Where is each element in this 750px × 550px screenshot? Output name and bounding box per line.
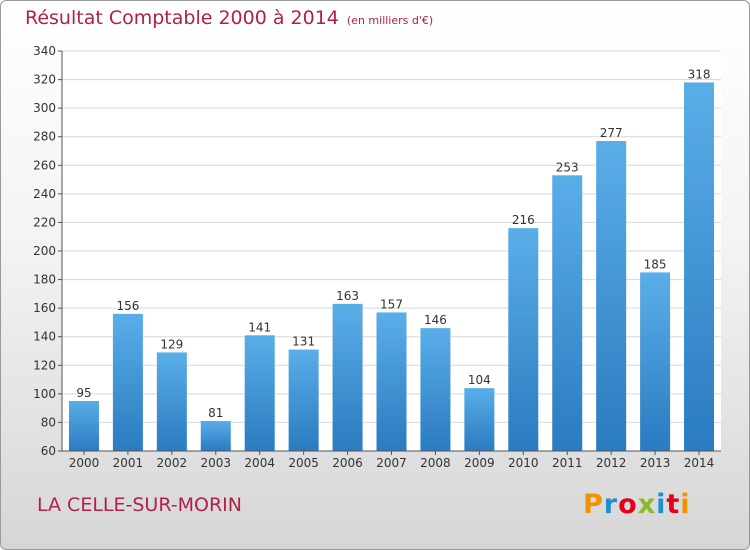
y-axis: 60 80 100 120 140 160 180 200 220 240 260 280 300 320… [33, 44, 63, 458]
title-row: Résultat Comptable 2000 à 2014 (en millie… [25, 7, 433, 29]
bar-value-label: 253 [556, 160, 579, 174]
bars: 95 156 129 81 141 131 163 157 146 104 216 253 277 185… [68, 67, 715, 452]
y-tick-label: 320 [33, 73, 56, 87]
bar-value-label: 131 [292, 335, 315, 349]
y-tick-label: 80 [41, 415, 56, 429]
bar-2013 [640, 272, 671, 451]
x-tick-label: 2011 [552, 456, 583, 470]
y-tick-label: 120 [33, 358, 56, 372]
bar-value-label: 95 [76, 386, 91, 400]
bar-value-label: 156 [116, 299, 139, 313]
x-tick-label: 2004 [244, 456, 275, 470]
logo-letter: r [603, 489, 619, 520]
bar-2012 [596, 141, 627, 451]
bar-2005 [288, 349, 319, 451]
bar-2003 [200, 421, 231, 451]
bar-value-label: 146 [424, 313, 447, 327]
y-tick-label: 240 [33, 187, 56, 201]
y-tick-label: 220 [33, 215, 56, 229]
y-tick-label: 280 [33, 130, 56, 144]
bar-value-label: 163 [336, 289, 359, 303]
bar-2002 [156, 352, 187, 451]
bar-value-label: 185 [644, 257, 667, 271]
bar-2001 [112, 313, 143, 451]
x-tick-label: 2005 [288, 456, 319, 470]
bar-2010 [508, 228, 539, 451]
bar-value-label: 104 [468, 373, 491, 387]
bar-value-label: 318 [688, 67, 711, 81]
bar-2014 [684, 82, 715, 451]
bar-value-label: 141 [248, 320, 271, 334]
chart-title: Résultat Comptable 2000 à 2014 [25, 7, 339, 29]
x-tick-label: 2006 [332, 456, 363, 470]
bar-2000 [68, 401, 99, 451]
y-tick-label: 140 [33, 330, 56, 344]
y-tick-label: 100 [33, 387, 56, 401]
y-tick-label: 200 [33, 244, 56, 258]
logo-letter: x [637, 489, 657, 520]
bar-2008 [420, 328, 451, 451]
logo-letter: t [666, 489, 681, 520]
y-tick-label: 300 [33, 101, 56, 115]
bar-2009 [464, 388, 495, 451]
y-tick-label: 60 [41, 444, 56, 458]
chart-subtitle: (en milliers d'€) [346, 14, 434, 27]
y-tick-label: 160 [33, 301, 56, 315]
bar-2007 [376, 312, 407, 451]
x-tick-label: 2000 [69, 456, 100, 470]
x-tick-label: 2013 [640, 456, 671, 470]
x-tick-label: 2001 [113, 456, 144, 470]
bar-value-label: 81 [208, 406, 223, 420]
logo-letter: i [656, 489, 667, 520]
logo-letter: P [583, 489, 604, 520]
proxiti-logo[interactable]: Proxiti [583, 489, 691, 520]
logo-letter: i [680, 489, 691, 520]
bar-2006 [332, 303, 363, 451]
x-tick-label: 2014 [684, 456, 715, 470]
bar-2004 [244, 335, 275, 451]
y-tick-label: 260 [33, 158, 56, 172]
x-tick-label: 2007 [376, 456, 407, 470]
x-tick-label: 2008 [420, 456, 451, 470]
x-axis: 2000 2001 2002 2003 2004 2005 2006 2007 2008 2009… [62, 450, 721, 470]
x-tick-label: 2009 [464, 456, 495, 470]
logo-letter: o [618, 489, 638, 520]
commune-name: LA CELLE-SUR-MORIN [37, 494, 242, 516]
bar-value-label: 129 [160, 337, 183, 351]
x-tick-label: 2002 [157, 456, 188, 470]
bar-value-label: 216 [512, 213, 535, 227]
bar-value-label: 157 [380, 297, 403, 311]
y-tick-label: 180 [33, 273, 56, 287]
y-tick-label: 340 [33, 44, 56, 58]
bar-2011 [552, 175, 583, 452]
x-tick-label: 2003 [200, 456, 231, 470]
x-tick-label: 2010 [508, 456, 539, 470]
x-tick-label: 2012 [596, 456, 627, 470]
bar-value-label: 277 [600, 126, 623, 140]
